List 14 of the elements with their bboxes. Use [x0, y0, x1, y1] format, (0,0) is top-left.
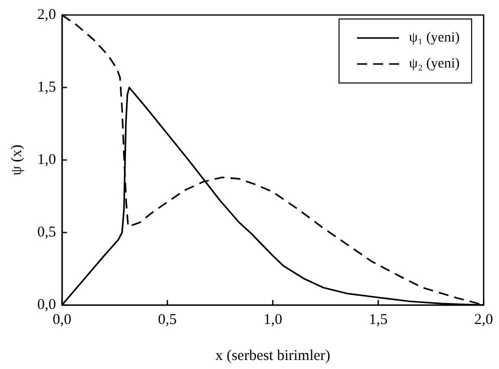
y-tick-label: 0,0	[37, 296, 56, 313]
y-axis-title: ψ (x)	[8, 144, 25, 176]
y-tick-label: 1,5	[37, 79, 56, 96]
x-tick-label: 2,0	[474, 312, 493, 328]
y-tick-label: 1,0	[37, 152, 56, 168]
x-tick-label: 0,5	[158, 312, 177, 328]
x-tick-label: 1,5	[368, 312, 388, 328]
x-axis-title: x (serbest birimler)	[215, 348, 330, 364]
y-tick-label: 2,0	[37, 6, 56, 23]
legend-label: ψ₂ (yeni)	[409, 56, 460, 72]
legend-label: ψ₁ (yeni)	[409, 30, 460, 46]
x-tick-label: 1,0	[263, 312, 282, 328]
y-tick-label: 0,5	[37, 224, 56, 240]
x-tick-label: 0,0	[52, 312, 72, 328]
